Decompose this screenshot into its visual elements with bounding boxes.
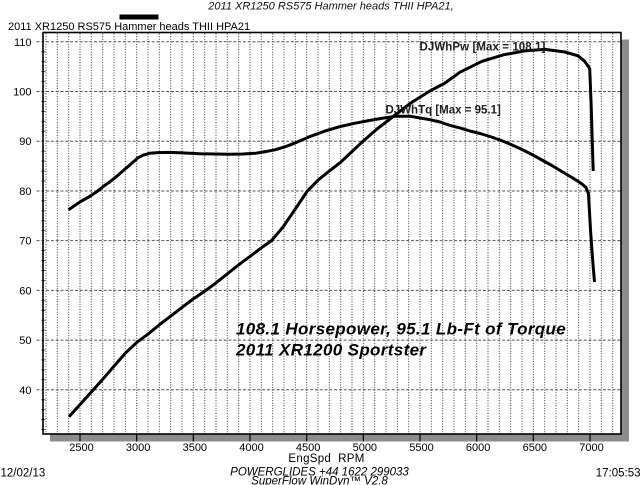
svg-text:5500: 5500 [409, 442, 433, 454]
svg-text:EngSpd RPM: EngSpd RPM [288, 453, 364, 465]
svg-text:108.1 Horsepower, 95.1 Lb-Ft o: 108.1 Horsepower, 95.1 Lb-Ft of Torque [236, 320, 566, 339]
svg-text:POWERGLIDES +44 1622 299033: POWERGLIDES +44 1622 299033 [230, 467, 409, 479]
svg-text:4500: 4500 [296, 442, 320, 454]
svg-text:2500: 2500 [69, 442, 93, 454]
svg-text:5000: 5000 [353, 442, 377, 454]
svg-text:70: 70 [19, 236, 31, 248]
svg-text:40: 40 [19, 385, 31, 397]
svg-text:7000: 7000 [579, 442, 603, 454]
svg-text:12/02/13: 12/02/13 [1, 468, 46, 480]
svg-text:4000: 4000 [239, 442, 263, 454]
svg-text:17:05:53: 17:05:53 [596, 468, 640, 480]
svg-text:DJWhPw [Max = 108.1]: DJWhPw [Max = 108.1] [420, 42, 546, 54]
svg-text:100: 100 [13, 87, 31, 99]
svg-text:90: 90 [19, 136, 31, 148]
svg-text:110: 110 [14, 37, 32, 49]
svg-text:2011 XR1250 RS575 Hammer heads: 2011 XR1250 RS575 Hammer heads THII HPA2… [207, 1, 453, 13]
svg-text:3500: 3500 [183, 442, 207, 454]
svg-text:60: 60 [19, 285, 31, 297]
svg-text:2011 XR1200 Sportster: 2011 XR1200 Sportster [235, 341, 427, 360]
svg-text:2011 XR1250 RS575 Hammer heads: 2011 XR1250 RS575 Hammer heads THII HPA2… [8, 21, 250, 33]
svg-text:6000: 6000 [466, 442, 490, 454]
svg-text:50: 50 [19, 335, 31, 347]
svg-text:SuperFlow WinDyn™ V2.8: SuperFlow WinDyn™ V2.8 [251, 476, 388, 485]
svg-text:3000: 3000 [126, 442, 150, 454]
svg-text:DJWhTq [Max = 95.1]: DJWhTq [Max = 95.1] [386, 105, 502, 117]
svg-text:6500: 6500 [523, 442, 547, 454]
svg-text:80: 80 [19, 186, 31, 198]
